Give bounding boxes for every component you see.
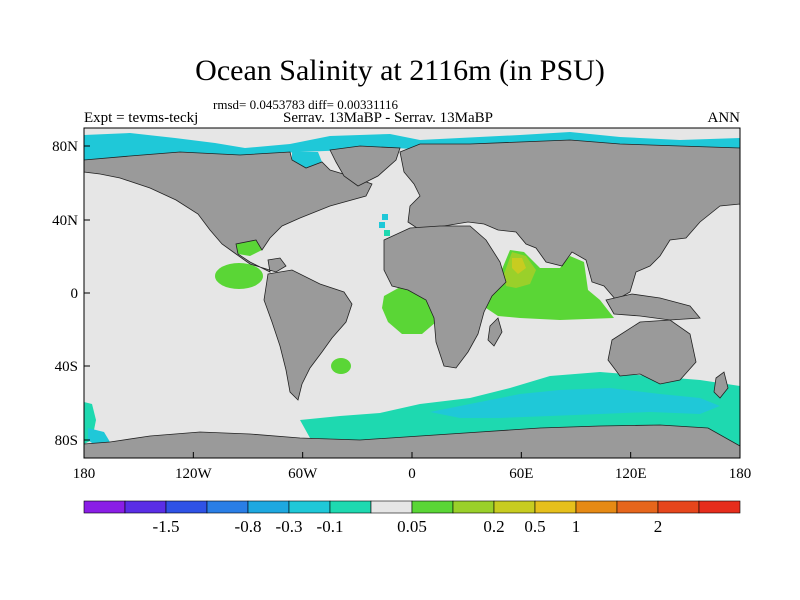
australia (607, 319, 697, 385)
south-america (263, 269, 353, 401)
colorbar-label: -1.5 (153, 517, 180, 536)
longitude-tick-label: 180 (73, 466, 96, 482)
longitude-tick-label: 180 (729, 466, 752, 482)
colorbar-swatch (452, 500, 495, 514)
latitude-tick-label: 80N (52, 139, 78, 155)
colorbar-swatch (206, 500, 249, 514)
colorbar-label: 2 (654, 517, 663, 536)
colorbar-swatch (83, 500, 126, 514)
atlantic-cell (379, 222, 385, 228)
new-zealand (713, 371, 729, 399)
map-panel (83, 128, 741, 459)
greenland (329, 145, 401, 187)
longitude-tick-label: 0 (408, 466, 416, 482)
north-america (83, 151, 373, 273)
page-title: Ocean Salinity at 2116m (in PSU) (195, 54, 605, 87)
colorbar-swatch (329, 500, 372, 514)
longitude-tick-label: 120E (615, 466, 647, 482)
arabian-sea-olive-region (512, 258, 526, 274)
land-masses (83, 139, 741, 459)
colorbar-swatch (698, 500, 741, 514)
colorbar-label: 0.05 (397, 517, 427, 536)
africa (383, 225, 507, 369)
arctic-negative-region (84, 132, 740, 160)
colorbar-label: -0.8 (235, 517, 262, 536)
colorbar-swatch (575, 500, 618, 514)
east-pacific-positive-region (215, 263, 263, 289)
latitude-axis: 80N 40N 0 40S 80S (52, 139, 90, 449)
longitude-tick-label: 120W (175, 466, 213, 482)
gulf-of-mexico-positive-region (236, 240, 262, 256)
colorbar-label: -0.1 (317, 517, 344, 536)
colorbar-swatch (493, 500, 536, 514)
argentine-positive-region (331, 358, 351, 374)
experiment-label: Expt = tevms-teckj (84, 110, 199, 126)
drake-negative-region (88, 428, 110, 446)
atlantic-cell (382, 214, 388, 220)
colorbar-swatch (534, 500, 577, 514)
colorbar: -1.5 -0.8 -0.3 -0.1 0.05 0.2 0.5 1 2 (83, 500, 741, 536)
latitude-tick-label: 40S (55, 359, 78, 375)
colorbar-swatch (370, 500, 413, 514)
longitude-axis: 180 120W 60W 0 60E 120E 180 (73, 452, 752, 482)
colorbar-label: 0.5 (524, 517, 545, 536)
stats-line: rmsd= 0.0453783 diff= 0.00331116 (213, 97, 398, 112)
colorbar-swatch (288, 500, 331, 514)
colorbar-swatch (616, 500, 659, 514)
latitude-tick-label: 0 (71, 286, 79, 302)
longitude-tick-label: 60W (288, 466, 318, 482)
colorbar-swatch (411, 500, 454, 514)
colorbar-swatch (124, 500, 167, 514)
latitude-tick-label: 40N (52, 213, 78, 229)
madagascar (487, 317, 503, 347)
colorbar-swatch (247, 500, 290, 514)
colorbar-swatch (657, 500, 700, 514)
colorbar-label: -0.3 (276, 517, 303, 536)
colorbar-label: 0.2 (483, 517, 504, 536)
maritime-continent (605, 293, 701, 321)
colorbar-swatch (165, 500, 208, 514)
longitude-tick-label: 60E (509, 466, 533, 482)
latitude-tick-label: 80S (55, 433, 78, 449)
cases-label: Serrav. 13MaBP - Serrav. 13MaBP (283, 110, 493, 126)
colorbar-label: 1 (572, 517, 581, 536)
atlantic-cell (384, 230, 390, 236)
season-label: ANN (707, 110, 741, 126)
southern-ocean-cyan-region (430, 388, 720, 418)
